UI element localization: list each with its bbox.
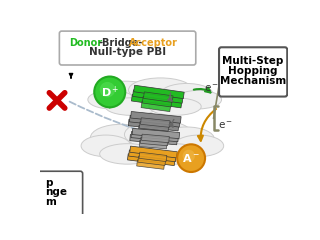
Polygon shape bbox=[143, 92, 173, 102]
Ellipse shape bbox=[159, 127, 214, 151]
Text: e$^-$: e$^-$ bbox=[204, 83, 220, 94]
FancyBboxPatch shape bbox=[219, 47, 287, 96]
Polygon shape bbox=[127, 154, 175, 166]
Polygon shape bbox=[140, 122, 169, 131]
Text: Donor: Donor bbox=[69, 38, 103, 48]
Text: Mechanism: Mechanism bbox=[220, 76, 286, 86]
Polygon shape bbox=[128, 119, 179, 131]
Polygon shape bbox=[104, 100, 115, 108]
Ellipse shape bbox=[161, 84, 213, 104]
Ellipse shape bbox=[90, 124, 152, 151]
Circle shape bbox=[183, 150, 195, 162]
Ellipse shape bbox=[129, 78, 193, 102]
Polygon shape bbox=[130, 135, 177, 145]
Circle shape bbox=[94, 77, 125, 107]
Ellipse shape bbox=[146, 144, 202, 164]
Text: p: p bbox=[45, 178, 52, 188]
Ellipse shape bbox=[100, 144, 156, 164]
Text: nge: nge bbox=[45, 187, 67, 198]
Ellipse shape bbox=[88, 90, 134, 109]
Polygon shape bbox=[141, 134, 169, 143]
Polygon shape bbox=[141, 101, 171, 112]
Ellipse shape bbox=[97, 81, 155, 104]
Text: -Bridge-: -Bridge- bbox=[99, 38, 143, 48]
Polygon shape bbox=[132, 128, 180, 139]
Polygon shape bbox=[131, 112, 181, 123]
Ellipse shape bbox=[124, 120, 193, 149]
Text: m: m bbox=[45, 197, 56, 207]
Polygon shape bbox=[138, 126, 168, 135]
Ellipse shape bbox=[81, 135, 131, 157]
Circle shape bbox=[100, 82, 115, 97]
Ellipse shape bbox=[108, 88, 201, 111]
Polygon shape bbox=[139, 140, 167, 149]
Polygon shape bbox=[137, 160, 164, 169]
Circle shape bbox=[177, 144, 205, 172]
Ellipse shape bbox=[105, 98, 158, 115]
Text: Acceptor: Acceptor bbox=[129, 38, 178, 48]
Polygon shape bbox=[130, 115, 180, 127]
FancyBboxPatch shape bbox=[60, 31, 196, 65]
Text: Hopping: Hopping bbox=[228, 66, 278, 76]
Polygon shape bbox=[129, 150, 176, 162]
Polygon shape bbox=[131, 132, 179, 142]
Text: A$^-$: A$^-$ bbox=[182, 152, 200, 164]
Polygon shape bbox=[140, 118, 170, 127]
Ellipse shape bbox=[174, 135, 224, 157]
Polygon shape bbox=[130, 146, 177, 158]
Text: Null-type PBI: Null-type PBI bbox=[89, 47, 166, 57]
Ellipse shape bbox=[175, 90, 221, 109]
Ellipse shape bbox=[149, 98, 201, 115]
Polygon shape bbox=[132, 95, 182, 108]
FancyBboxPatch shape bbox=[38, 171, 83, 216]
Polygon shape bbox=[139, 152, 167, 162]
Polygon shape bbox=[134, 85, 184, 99]
Polygon shape bbox=[138, 156, 166, 165]
Text: D$^+$: D$^+$ bbox=[100, 84, 119, 100]
Polygon shape bbox=[142, 96, 172, 107]
Polygon shape bbox=[140, 137, 168, 146]
Text: e$^-$: e$^-$ bbox=[219, 120, 234, 131]
Polygon shape bbox=[132, 90, 183, 103]
Text: Multi-Step: Multi-Step bbox=[222, 56, 284, 66]
Ellipse shape bbox=[103, 132, 202, 159]
